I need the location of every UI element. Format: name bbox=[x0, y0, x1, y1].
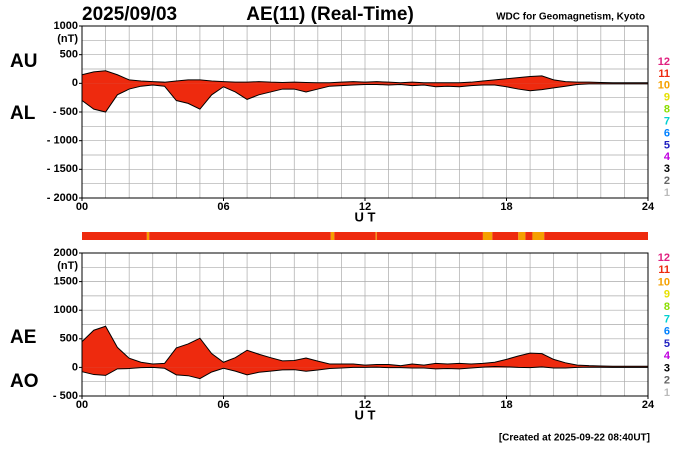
legend-label: 11 bbox=[658, 68, 670, 80]
legend-label: 9 bbox=[664, 92, 670, 104]
legend-label: 9 bbox=[664, 289, 670, 301]
station-bar bbox=[334, 232, 376, 240]
legend-label: 10 bbox=[658, 276, 670, 288]
station-bar bbox=[375, 232, 377, 240]
x-tick-label: 12 bbox=[359, 201, 371, 213]
line bbox=[81, 325, 648, 367]
x-axis-title: U T bbox=[355, 407, 376, 422]
legend-label: 2 bbox=[664, 175, 670, 187]
source: WDC for Geomagnetism, Kyoto bbox=[496, 12, 645, 23]
legend-label: 6 bbox=[664, 127, 670, 139]
y-tick-label: - 1500 bbox=[47, 163, 78, 175]
station-bar bbox=[82, 232, 147, 240]
legend-label: 4 bbox=[664, 350, 671, 362]
y-tick-label: - 500 bbox=[53, 390, 78, 402]
station-bar bbox=[146, 232, 150, 240]
x-tick-label: 06 bbox=[217, 201, 229, 213]
legend-label: 7 bbox=[664, 115, 670, 127]
line bbox=[81, 70, 648, 84]
series-label: AE bbox=[10, 327, 36, 348]
y-tick-label: 500 bbox=[60, 49, 78, 61]
legend-label: 5 bbox=[664, 139, 670, 151]
y-tick-label: 1000 bbox=[54, 304, 78, 316]
series-label: AL bbox=[10, 103, 36, 124]
legend-label: 5 bbox=[664, 338, 670, 350]
x-tick-label: 00 bbox=[76, 201, 88, 213]
legend-label: 7 bbox=[664, 313, 670, 325]
chart-title: AE(11) (Real-Time) bbox=[246, 4, 414, 25]
station-bar bbox=[544, 232, 648, 240]
legend-label: 6 bbox=[664, 326, 670, 338]
station-bar bbox=[330, 232, 335, 240]
station-bar bbox=[492, 232, 519, 240]
station-bar bbox=[525, 232, 533, 240]
legend-label: 12 bbox=[658, 252, 670, 264]
x-tick-label: 00 bbox=[76, 399, 88, 411]
legend-label: 11 bbox=[658, 264, 670, 276]
legend-label: 12 bbox=[658, 56, 670, 68]
area bbox=[82, 70, 648, 84]
area bbox=[82, 83, 648, 112]
legend-label: 2 bbox=[664, 375, 670, 387]
legend-label: 8 bbox=[664, 104, 670, 116]
y-tick-label: 0 bbox=[72, 77, 78, 89]
legend-label: 1 bbox=[664, 387, 670, 399]
footer: [Created at 2025-09-22 08:40UT] bbox=[499, 433, 650, 444]
y-tick-label: - 1000 bbox=[47, 135, 78, 147]
x-tick-label: 18 bbox=[500, 399, 512, 411]
legend-label: 8 bbox=[664, 301, 670, 313]
x-tick-label: 12 bbox=[359, 399, 371, 411]
legend-label: 3 bbox=[664, 362, 670, 374]
unit: (nT) bbox=[57, 260, 78, 272]
station-bar bbox=[518, 232, 526, 240]
y-tick-label: - 500 bbox=[53, 106, 78, 118]
y-tick-label: 1000 bbox=[54, 20, 78, 32]
y-tick-label: 2000 bbox=[54, 247, 78, 259]
line bbox=[81, 83, 648, 113]
series-label: AU bbox=[10, 51, 37, 72]
line bbox=[81, 366, 648, 380]
series-label: AO bbox=[10, 371, 39, 392]
station-bar bbox=[149, 232, 331, 240]
x-tick-label: 24 bbox=[642, 399, 655, 411]
station-bar bbox=[532, 232, 545, 240]
y-tick-label: - 2000 bbox=[47, 192, 78, 204]
date: 2025/09/03 bbox=[82, 4, 177, 25]
unit: (nT) bbox=[57, 33, 78, 45]
legend-label: 3 bbox=[664, 163, 670, 175]
legend-label: 1 bbox=[664, 187, 670, 199]
y-tick-label: 500 bbox=[60, 333, 78, 345]
legend-label: 10 bbox=[658, 80, 670, 92]
y-tick-label: 1500 bbox=[54, 276, 78, 288]
station-bar bbox=[376, 232, 483, 240]
x-tick-label: 24 bbox=[642, 201, 655, 213]
y-tick-label: 0 bbox=[72, 361, 78, 373]
x-tick-label: 06 bbox=[217, 399, 229, 411]
legend-label: 4 bbox=[664, 151, 671, 163]
x-tick-label: 18 bbox=[500, 201, 512, 213]
station-bar bbox=[482, 232, 493, 240]
area bbox=[82, 326, 648, 368]
x-axis-title: U T bbox=[355, 209, 376, 224]
